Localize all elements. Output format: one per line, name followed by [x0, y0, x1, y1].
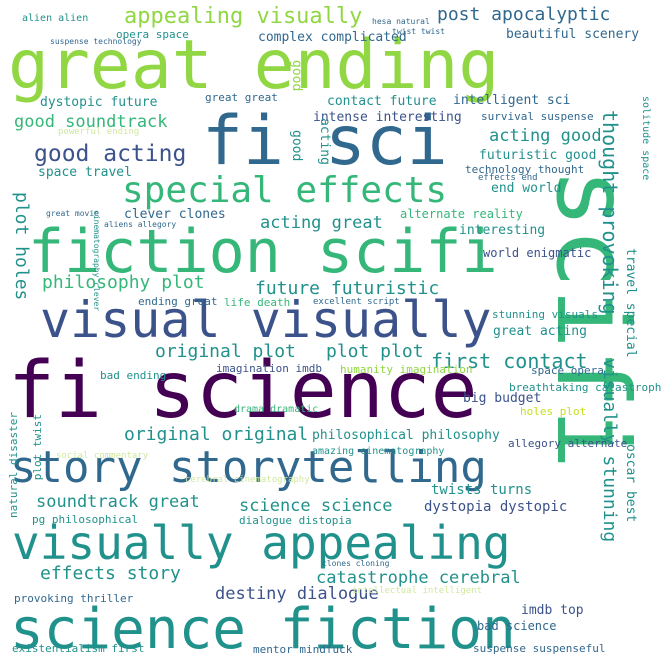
word-cerebral-cinematography: cerebral cinematography [185, 475, 310, 485]
word-good-acting: good acting [34, 141, 187, 167]
word-oscar-best: oscar best [623, 444, 638, 523]
word-suspense-suspenseful: suspense suspenseful [473, 642, 606, 655]
word-alternate-reality: alternate reality [400, 207, 523, 221]
word-intense-interesting: intense interesting [313, 110, 462, 125]
word-aliens-allegory: aliens allegory [104, 220, 177, 229]
word-fi-science: fi science [8, 346, 478, 436]
word-clones-cloning: clones cloning [322, 559, 390, 568]
word-bad-ending: bad ending [100, 369, 167, 382]
word-science-science: science science [239, 496, 393, 516]
word-amazing-cinematography: amazing cinematography [312, 446, 445, 457]
word-effects-end: effects end [478, 173, 538, 183]
word-clever-clones: clever clones [124, 207, 226, 222]
word-alien-alien: alien alien [22, 13, 89, 24]
word-space-travel: space travel [38, 165, 132, 180]
word-twist-twist: twist twist [392, 27, 445, 36]
word-survival-suspense: survival suspense [481, 110, 594, 123]
word-good-vertical-1: good [289, 60, 304, 92]
word-interesting: interesting [459, 223, 546, 238]
word-intelligent-sci: intelligent sci [453, 93, 571, 108]
word-acting-good: acting good [489, 126, 602, 146]
word-solitude-space: solitude space [640, 96, 651, 181]
word-science-fiction: science fiction [10, 597, 516, 661]
word-existentialism-first: existentialism first [12, 642, 145, 655]
word-great-movie: great movie [46, 209, 99, 218]
word-fiction-scifi: fiction scifi [28, 217, 498, 287]
word-philosophy-plot: philosophy plot [42, 272, 205, 293]
word-space-opera: space opera [531, 364, 604, 377]
word-special-effects: special effects [122, 170, 448, 211]
word-complex-complicated: complex complicated [258, 30, 407, 45]
word-world-enigmatic: world enigmatic [483, 246, 592, 260]
word-bad-science: bad science [477, 619, 557, 633]
word-effects-story: effects story [40, 563, 181, 584]
word-allegory-alternate: allegory alternate [508, 437, 628, 450]
word-end-world: end world [491, 181, 562, 196]
word-scifi-vertical: scifi [534, 168, 651, 470]
word-soundtrack-great: soundtrack great [36, 492, 200, 512]
word-powerful-ending: powerful ending [58, 127, 140, 137]
word-social-commentary: social commentary [56, 451, 149, 461]
word-excellent-script: excellent script [313, 297, 400, 307]
word-acting-great: acting great [260, 213, 383, 233]
word-imagination-imdb: imagination imdb [216, 362, 322, 375]
word-contact-future: contact future [327, 94, 437, 109]
word-original-plot: original plot [155, 341, 296, 362]
word-life-death: life death [224, 296, 291, 309]
word-original-original: original original [124, 424, 309, 445]
word-good-vertical-2: good [289, 130, 304, 162]
word-great-ending: great ending [8, 26, 500, 105]
word-plot-holes: plot holes [11, 192, 32, 301]
word-ending-great: ending great [138, 295, 218, 308]
word-big-budget: big budget [463, 391, 542, 406]
word-future-futuristic: future futuristic [255, 278, 440, 299]
word-visually-stunning: visually stunning [599, 358, 620, 543]
word-dystopic-future: dystopic future [40, 95, 158, 110]
word-catastrophe-cerebral: catastrophe cerebral [316, 568, 521, 588]
word-imdb-top: imdb top [521, 603, 584, 618]
word-fi-sci: fi sci [202, 102, 448, 181]
word-dialogue-distopia: dialogue distopia [239, 514, 352, 527]
word-twists-turns: twists turns [431, 482, 533, 498]
word-humanity-imagination: humanity imagination [340, 363, 473, 376]
word-dystopia-dystopic: dystopia dystopic [424, 499, 568, 515]
word-futuristic-good: futuristic good [479, 148, 597, 163]
word-breathtaking-catastrophe: breathtaking catastrophe [509, 381, 661, 394]
word-philosophical-philosophy: philosophical philosophy [312, 428, 500, 443]
word-story-storytelling: story storytelling [10, 442, 487, 493]
word-plot-plot: plot plot [326, 341, 424, 362]
word-destiny-dialogue: destiny dialogue [215, 584, 379, 604]
word-technology-thought: technology thought [465, 163, 585, 176]
word-hesa-natural: hesa natural [372, 17, 430, 26]
word-acting-vertical: acting [317, 118, 332, 165]
word-drama-dramatic: drama dramatic [234, 404, 319, 415]
word-post-apocalyptic: post apocalyptic [437, 4, 611, 25]
word-suspense-technology: suspense technology [50, 37, 142, 46]
word-first-contact: first contact [431, 349, 588, 373]
word-holes-plot: holes plot [520, 405, 587, 418]
word-intellectual-intelligent: intellectual intelligent [352, 586, 483, 596]
word-opera-space: opera space [116, 28, 189, 41]
word-cinematography-clever: cinematography clever [92, 210, 101, 312]
word-stunning-visuals: stunning visuals [492, 308, 598, 321]
word-provoking-thriller: provoking thriller [14, 592, 134, 605]
word-natural-disaster: natural disaster [7, 412, 20, 518]
word-travel-special: travel special [623, 248, 638, 358]
word-mentor-mindfuck: mentor mindfuck [253, 643, 353, 656]
word-plot-twist: plot twist [31, 414, 44, 481]
word-pg-philosophical: pg philosophical [32, 513, 138, 526]
word-appealing-visually: appealing visually [124, 4, 363, 29]
word-visual-visually: visual visually [40, 291, 492, 349]
word-beautiful-scenery: beautiful scenery [506, 27, 640, 42]
word-great-great: great great [205, 91, 278, 104]
word-thought-provoking: thought provoking [598, 110, 622, 315]
word-great-acting: great acting [493, 324, 587, 339]
word-visually-appealing: visually appealing [12, 516, 511, 570]
word-good-soundtrack: good soundtrack [14, 112, 168, 132]
